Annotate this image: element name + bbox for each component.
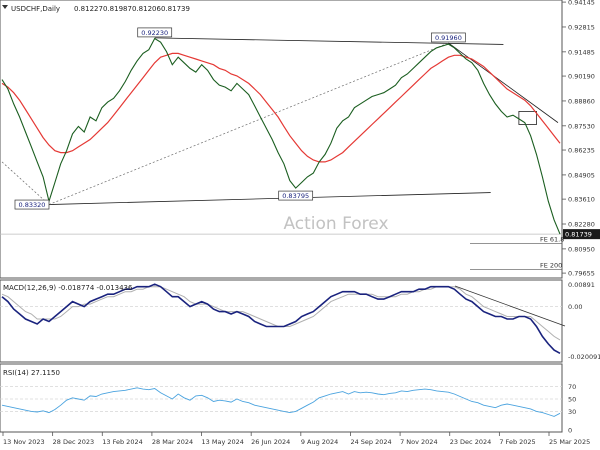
x-tick-label: 7 Nov 2024	[400, 438, 438, 446]
chart-title-group: USDCHF,Daily 0.81227 0.81987 0.81206 0.8…	[2, 5, 190, 13]
rsi-y-tick-label: 70	[568, 383, 576, 391]
x-tick-label: 28 Mar 2024	[152, 438, 193, 446]
price-y-tick-label: 0.87530	[568, 122, 595, 130]
price-close-line	[1, 37, 561, 235]
x-tick-label: 9 Aug 2024	[301, 438, 339, 446]
rsi-panel-frame	[0, 363, 563, 433]
swing-point-label: 0.83795	[282, 192, 309, 200]
lower-channel-line	[48, 192, 491, 205]
swing-point-label-box	[137, 27, 173, 38]
price-y-tick-label: 0.82280	[568, 221, 595, 229]
descending-trendline	[448, 42, 559, 123]
rsi-line	[1, 387, 561, 417]
price-y-tick-label: 0.86235	[568, 147, 595, 155]
price-y-tick-label: 0.79655	[568, 270, 595, 278]
macd-y-tick-label: 0.00	[568, 303, 582, 311]
price-y-tick-label: 0.80950	[568, 245, 595, 253]
price-panel-frame	[0, 0, 563, 279]
x-tick-label: 13 May 2024	[202, 438, 244, 446]
fibonacci-extension-label: FE 200	[540, 261, 562, 269]
macd-panel-frame	[0, 279, 563, 363]
macd-main-line	[1, 283, 561, 355]
fibonacci-extension-label: FE 61.8	[540, 235, 564, 243]
macd-title: MACD(12,26,9) -0.018774 -0.013436	[3, 284, 133, 292]
swing-point-label: 0.91960	[435, 34, 462, 42]
upper-channel-line	[154, 37, 504, 45]
dropdown-triangle-icon[interactable]	[2, 5, 8, 9]
macd-trendline	[454, 285, 566, 327]
swing-point-label-box	[431, 32, 466, 43]
rsi-title: RSI(14) 27.1150	[3, 369, 60, 377]
rsi-y-tick-label: 30	[568, 408, 576, 416]
price-y-tick-label: 0.84905	[568, 171, 595, 179]
swing-point-label-box	[14, 199, 50, 210]
price-y-tick-label: 0.92815	[568, 23, 595, 31]
price-y-tick-label: 0.83610	[568, 196, 595, 204]
current-price-box	[563, 229, 600, 240]
price-y-tick-label: 0.90190	[568, 73, 595, 81]
x-tick-label: 13 Nov 2023	[3, 438, 45, 446]
ohlc-close: 0.81739	[161, 5, 190, 13]
consolidation-box	[518, 111, 537, 125]
x-tick-label: 23 Dec 2024	[450, 438, 492, 446]
x-tick-label: 13 Feb 2024	[102, 438, 142, 446]
current-price-label: 0.81739	[565, 231, 592, 239]
ohlc-high: 0.81987	[103, 5, 132, 13]
x-tick-label: 24 Sep 2024	[350, 438, 391, 446]
ohlc-open: 0.81227	[74, 5, 103, 13]
macd-y-tick-label: 0.00891	[568, 281, 595, 289]
chart-title: USDCHF,Daily	[11, 5, 60, 13]
rsi-y-tick-label: 0	[568, 427, 572, 435]
price-moving-average-line	[1, 52, 561, 163]
macd-y-tick-label: -0.020091	[568, 353, 600, 361]
swing-point-label-box	[278, 190, 314, 201]
rsi-y-tick-label: 50	[568, 396, 576, 404]
x-tick-label: 26 Jun 2024	[251, 438, 290, 446]
dotted-entry-line	[1, 161, 50, 205]
swing-point-label: 0.92230	[141, 29, 168, 37]
price-y-tick-label: 0.94145	[568, 0, 595, 7]
price-y-tick-label: 0.88860	[568, 97, 595, 105]
swing-point-label: 0.83320	[19, 201, 46, 209]
ohlc-low: 0.81206	[132, 5, 161, 13]
x-tick-label: 7 Feb 2025	[499, 438, 535, 446]
watermark: Action Forex	[283, 214, 388, 234]
price-y-tick-label: 0.91485	[568, 48, 595, 56]
x-tick-label: 25 Mar 2025	[549, 438, 590, 446]
x-tick-label: 28 Dec 2023	[53, 438, 95, 446]
